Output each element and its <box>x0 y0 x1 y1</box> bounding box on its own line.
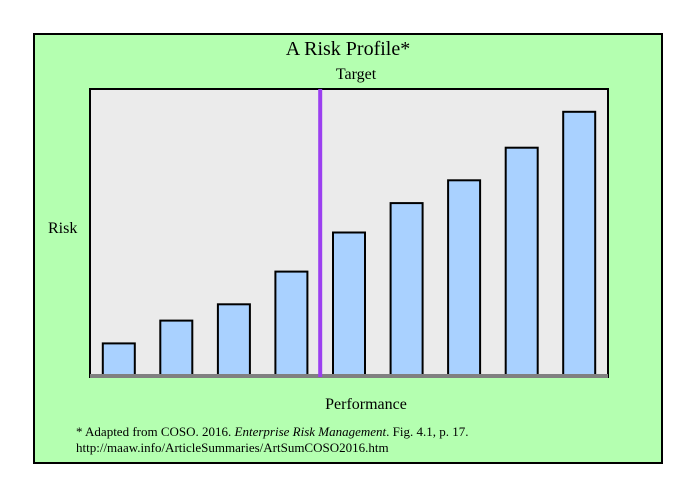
footnote-italic-title: Enterprise Risk Management <box>234 424 387 439</box>
bar-2 <box>159 319 194 378</box>
bar-4 <box>274 270 309 378</box>
bar-7 <box>447 179 482 377</box>
bar-1 <box>101 342 136 377</box>
target-label: Target <box>335 66 377 83</box>
bar-9 <box>562 110 597 378</box>
bar-8 <box>504 146 539 377</box>
y-axis-label: Risk <box>48 220 78 237</box>
footnote: * Adapted from COSO. 2016. Enterprise Ri… <box>76 424 469 456</box>
bar-6 <box>389 202 424 377</box>
footnote-prefix: * Adapted from COSO. 2016. <box>76 424 235 439</box>
chart-title: A Risk Profile* <box>285 38 411 60</box>
footnote-citation: * Adapted from COSO. 2016. Enterprise Ri… <box>76 424 469 440</box>
bar-3 <box>216 303 251 378</box>
x-axis-label: Performance <box>325 396 407 413</box>
footnote-suffix: . Fig. 4.1, p. 17. <box>386 424 469 439</box>
footnote-url: http://maaw.info/ArticleSummaries/ArtSum… <box>76 440 389 455</box>
bar-5 <box>332 231 366 377</box>
